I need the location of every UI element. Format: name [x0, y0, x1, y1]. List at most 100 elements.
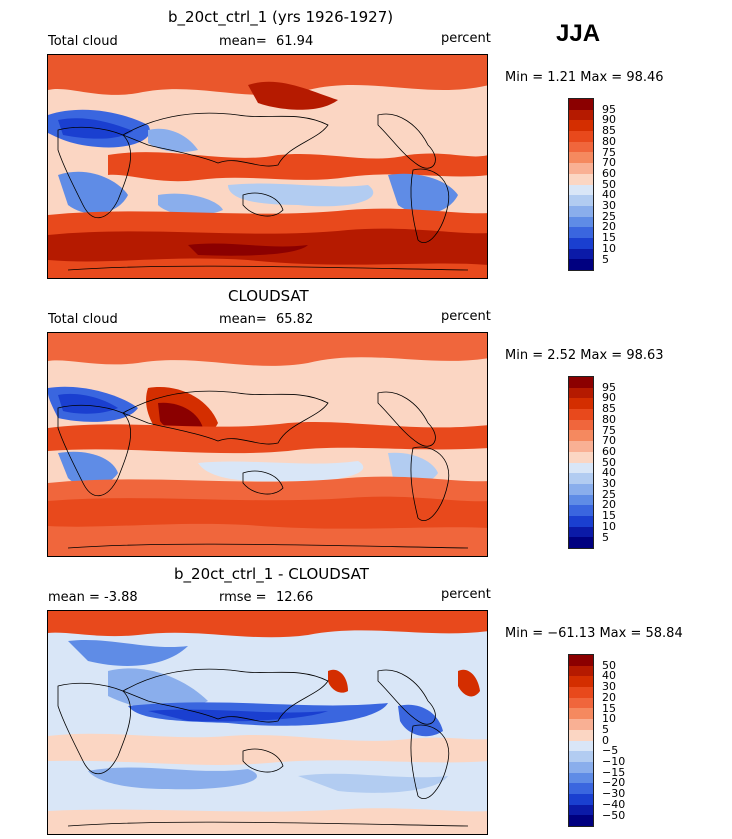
colorbar-tick-label: 85 — [602, 402, 616, 416]
panel-1-mean-value: 61.94 — [276, 34, 314, 49]
colorbar-tick-label: −40 — [602, 797, 626, 811]
colorbar-segment — [568, 697, 594, 709]
colorbar-tick-label: −5 — [602, 744, 619, 758]
colorbar-segment — [568, 687, 594, 698]
panel-3-units: percent — [441, 587, 491, 602]
panel-3-rmse-label: rmse = — [219, 590, 267, 605]
colorbar-tick-label: 40 — [602, 188, 616, 202]
colorbar-tick-label: −15 — [602, 765, 626, 779]
panel-1-colorbar — [568, 98, 594, 271]
colorbar-tick-label: 15 — [602, 701, 616, 715]
colorbar-segment — [568, 751, 594, 762]
colorbar-tick-label: −50 — [602, 808, 626, 822]
colorbar-tick-label: 80 — [602, 134, 616, 148]
colorbar-segment — [568, 505, 594, 516]
colorbar-segment — [568, 515, 594, 527]
colorbar-segment — [568, 120, 594, 132]
panel-2-colorbar — [568, 376, 594, 549]
colorbar-tick-label: 30 — [602, 199, 616, 212]
panel-2-mean-value: 65.82 — [276, 312, 314, 327]
colorbar-tick-label: 70 — [602, 156, 616, 170]
colorbar-segment — [568, 387, 594, 399]
colorbar-tick-label: 75 — [602, 423, 616, 437]
panel-3-colorbar-segments — [568, 655, 594, 826]
panel-2-minmax: Min = 2.52 Max = 98.63 — [505, 348, 664, 363]
colorbar-tick-label: 0 — [602, 733, 609, 747]
colorbar-tick-label: −30 — [602, 787, 626, 801]
colorbar-segment — [568, 804, 594, 816]
colorbar-tick-label: 50 — [602, 455, 616, 469]
colorbar-tick-label: −10 — [602, 755, 626, 768]
colorbar-segment — [568, 483, 594, 495]
colorbar-tick-label: 95 — [602, 380, 616, 394]
colorbar-tick-label: 10 — [602, 519, 616, 533]
colorbar-tick-label: 20 — [602, 220, 616, 234]
colorbar-segment — [568, 740, 594, 752]
colorbar-segment — [568, 131, 594, 142]
colorbar-tick-label: 10 — [602, 241, 616, 255]
panel-3-map-graphic — [48, 611, 487, 834]
colorbar-segment — [568, 163, 594, 174]
colorbar-tick-label: 70 — [602, 434, 616, 448]
colorbar-segment — [568, 216, 594, 228]
panel-3-colorbar — [568, 654, 594, 827]
colorbar-tick-label: 90 — [602, 391, 616, 405]
panel-3-minmax: Min = −61.13 Max = 58.84 — [505, 626, 683, 641]
panel-2-map-graphic — [48, 333, 487, 556]
panel-3-mean: mean = -3.88 — [48, 590, 138, 605]
colorbar-segment — [568, 655, 594, 666]
colorbar-segment — [568, 99, 594, 110]
colorbar-tick-label: 50 — [602, 177, 616, 191]
colorbar-segment — [568, 141, 594, 153]
colorbar-segment — [568, 665, 594, 677]
colorbar-tick-label: 30 — [602, 680, 616, 694]
colorbar-segment — [568, 526, 594, 538]
colorbar-tick-label: 30 — [602, 477, 616, 490]
panel-2-variable-label: Total cloud — [48, 312, 118, 327]
colorbar-segment — [568, 473, 594, 484]
panel-1-units: percent — [441, 31, 491, 46]
colorbar-tick-label: 80 — [602, 412, 616, 426]
panel-1-minmax: Min = 1.21 Max = 98.46 — [505, 70, 664, 85]
colorbar-segment — [568, 441, 594, 452]
panel-3-rmse-value: 12.66 — [276, 590, 314, 605]
colorbar-tick-label: 5 — [602, 722, 609, 736]
panel-1-map-graphic — [48, 55, 487, 278]
colorbar-segment — [568, 462, 594, 474]
colorbar-segment — [568, 719, 594, 730]
colorbar-segment — [568, 537, 594, 548]
colorbar-tick-label: 40 — [602, 466, 616, 480]
colorbar-tick-label: 15 — [602, 231, 616, 245]
panel-1-mean-label: mean= — [219, 34, 267, 49]
panel-2-map — [47, 332, 488, 557]
colorbar-segment — [568, 173, 594, 185]
colorbar-segment — [568, 398, 594, 410]
colorbar-tick-label: 25 — [602, 487, 616, 501]
panel-1-variable-label: Total cloud — [48, 34, 118, 49]
colorbar-segment — [568, 676, 594, 688]
colorbar-segment — [568, 409, 594, 420]
colorbar-tick-label: 50 — [602, 658, 616, 672]
colorbar-segment — [568, 815, 594, 826]
colorbar-segment — [568, 109, 594, 121]
colorbar-segment — [568, 248, 594, 260]
panel-2-mean-label: mean= — [219, 312, 267, 327]
colorbar-tick-label: 90 — [602, 113, 616, 127]
panel-1-colorbar-segments — [568, 99, 594, 270]
colorbar-segment — [568, 227, 594, 238]
panel-3-title: b_20ct_ctrl_1 - CLOUDSAT — [174, 565, 369, 583]
colorbar-tick-label: 60 — [602, 166, 616, 180]
colorbar-segment — [568, 451, 594, 463]
colorbar-segment — [568, 237, 594, 249]
colorbar-segment — [568, 419, 594, 431]
colorbar-segment — [568, 761, 594, 773]
colorbar-tick-label: −20 — [602, 776, 626, 790]
season-label: JJA — [556, 20, 601, 47]
colorbar-segment — [568, 494, 594, 506]
colorbar-tick-label: 25 — [602, 209, 616, 223]
panel-1-map — [47, 54, 488, 279]
colorbar-tick-label: 20 — [602, 498, 616, 512]
colorbar-segment — [568, 195, 594, 206]
colorbar-segment — [568, 430, 594, 442]
colorbar-segment — [568, 184, 594, 196]
